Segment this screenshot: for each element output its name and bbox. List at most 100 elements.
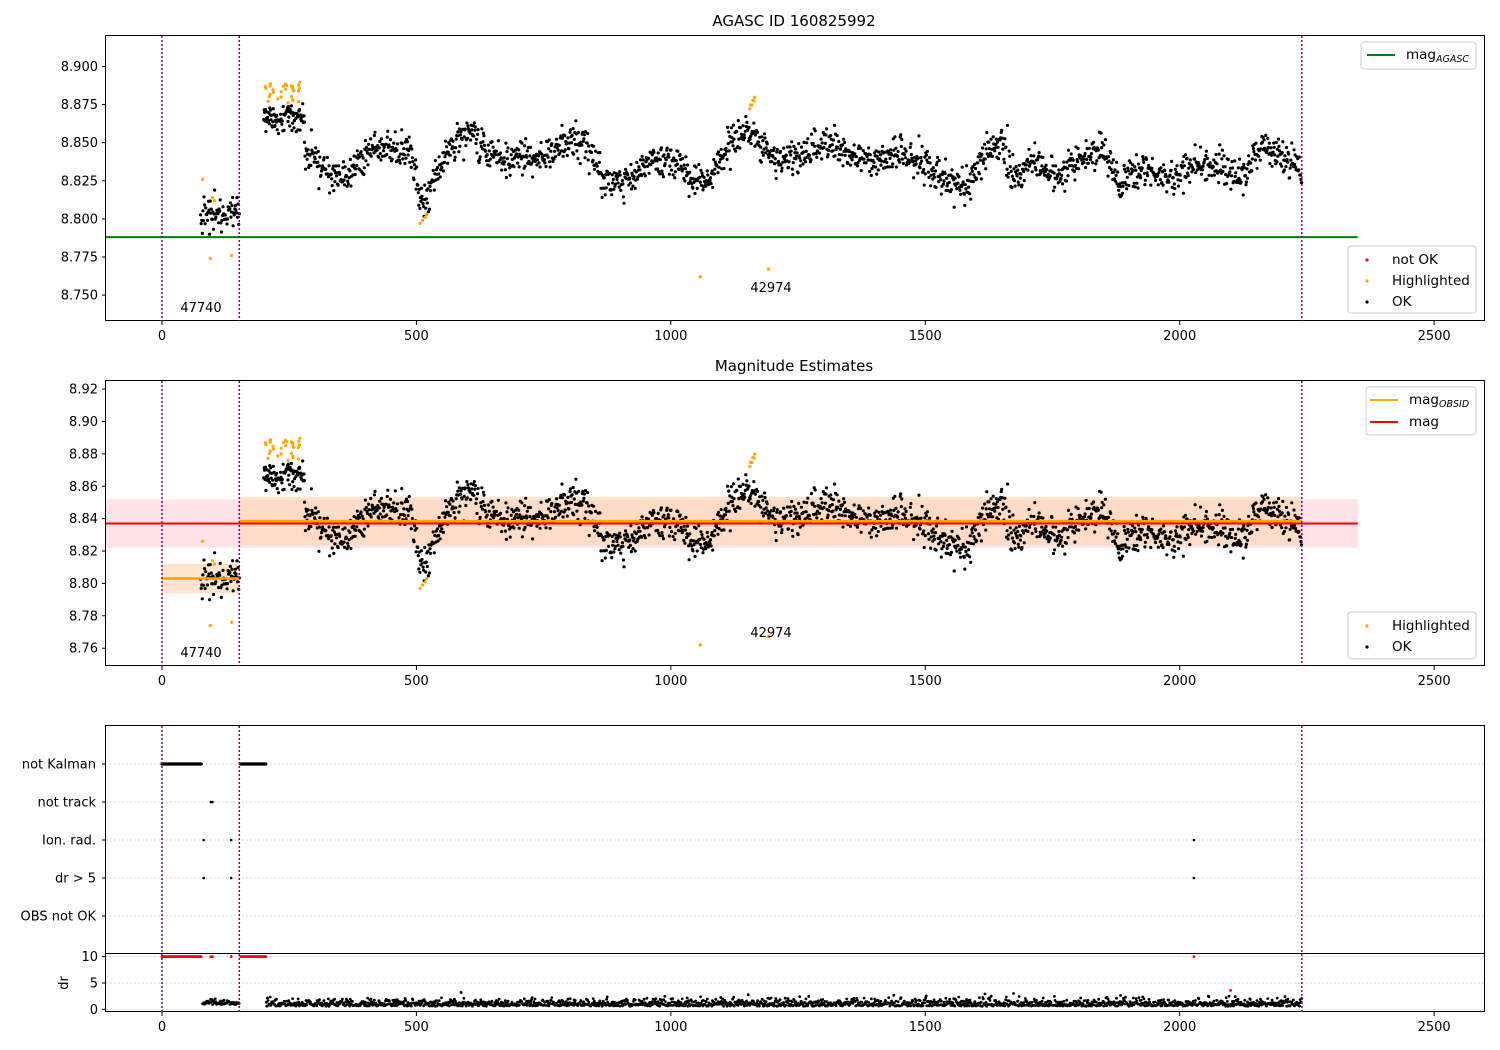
ok-point <box>925 510 930 514</box>
ok-point <box>991 135 995 139</box>
ok-point <box>1244 183 1248 187</box>
flag-label: not track <box>37 796 96 811</box>
ok-point <box>1264 133 1268 137</box>
ok-point <box>861 149 865 153</box>
flag-label: dr > 5 <box>55 872 96 887</box>
ok-point <box>889 148 893 152</box>
ok-point <box>669 168 674 172</box>
ok-point <box>583 156 587 160</box>
ok-point <box>980 506 985 510</box>
ok-point <box>234 572 238 576</box>
ok-point <box>1114 535 1118 539</box>
ok-point <box>610 173 614 177</box>
ok-point <box>597 160 602 164</box>
ok-point <box>930 169 934 173</box>
ok-point <box>660 169 664 173</box>
ok-point <box>606 544 611 549</box>
ok-point <box>1007 171 1011 175</box>
ok-point <box>1187 166 1191 170</box>
ok-point <box>1193 143 1197 147</box>
ok-point <box>914 162 918 166</box>
ok-point <box>565 153 569 158</box>
highlighted-point <box>212 199 216 203</box>
ok-point <box>767 516 771 520</box>
ok-point <box>993 149 997 153</box>
ok-point <box>775 510 779 514</box>
ok-point <box>341 160 346 164</box>
ok-point <box>332 551 336 556</box>
ok-point <box>1073 524 1077 529</box>
ok-point <box>739 132 744 136</box>
ok-point <box>342 545 347 549</box>
dr-point <box>475 1000 479 1004</box>
ok-point <box>552 157 556 161</box>
ok-point <box>692 543 696 547</box>
ok-point <box>635 539 639 544</box>
ok-point <box>460 137 464 141</box>
ok-point <box>1052 533 1056 537</box>
ok-point <box>932 537 937 541</box>
ok-point <box>968 534 972 538</box>
ok-point <box>853 152 857 156</box>
ok-point <box>1186 171 1190 175</box>
ok-point <box>213 551 217 555</box>
ok-point <box>470 487 474 491</box>
ok-point <box>933 169 938 173</box>
ok-point <box>761 514 766 518</box>
ok-point <box>734 149 738 153</box>
ok-point <box>1017 163 1021 167</box>
ok-point <box>984 507 988 511</box>
ok-point <box>528 145 533 149</box>
ok-point <box>701 551 705 555</box>
ok-point <box>420 557 424 561</box>
dr-point <box>453 997 456 1001</box>
ok-point <box>1240 529 1244 533</box>
ok-point <box>580 503 584 507</box>
ok-point <box>1014 526 1018 530</box>
ok-point <box>947 543 952 547</box>
ok-point <box>795 151 799 155</box>
dr-point <box>266 996 269 1000</box>
ok-point <box>1254 501 1258 505</box>
ok-point <box>1158 530 1162 534</box>
ok-point <box>504 141 508 145</box>
ok-point <box>1143 545 1147 549</box>
ok-point <box>1040 525 1044 529</box>
ok-point <box>576 130 581 134</box>
panel1-obsid-label-1: 47740 <box>180 301 221 316</box>
ok-point <box>517 148 521 152</box>
ok-point <box>1280 164 1284 168</box>
ok-point <box>465 136 469 140</box>
ok-point <box>1273 513 1277 518</box>
dr-point <box>305 1003 308 1007</box>
ok-point <box>927 175 931 179</box>
ok-point <box>372 493 376 497</box>
ok-point <box>306 508 310 512</box>
highlighted-point <box>286 101 290 105</box>
ok-point <box>1275 160 1279 164</box>
ok-point <box>788 505 792 509</box>
ok-point <box>1026 529 1030 534</box>
ok-point <box>424 206 428 210</box>
ok-point <box>407 135 411 139</box>
ok-point <box>861 509 865 513</box>
ok-point <box>327 525 331 529</box>
panel1-obsid-label-2: 42974 <box>750 281 791 296</box>
ok-point <box>980 513 984 517</box>
ok-point <box>348 157 352 162</box>
ok-point <box>797 501 801 505</box>
ok-point <box>618 170 622 174</box>
ok-point <box>1003 137 1007 141</box>
ok-point <box>1270 164 1274 168</box>
ok-point <box>781 160 785 164</box>
ok-point <box>749 134 753 138</box>
ok-point <box>687 558 691 562</box>
ok-point <box>1135 181 1139 185</box>
ok-point <box>741 124 745 128</box>
ok-point <box>1280 150 1284 155</box>
ok-point <box>790 167 794 171</box>
ok-point <box>528 514 532 519</box>
ok-point <box>402 147 406 151</box>
highlighted-point <box>210 559 214 563</box>
ok-point <box>1163 168 1167 172</box>
